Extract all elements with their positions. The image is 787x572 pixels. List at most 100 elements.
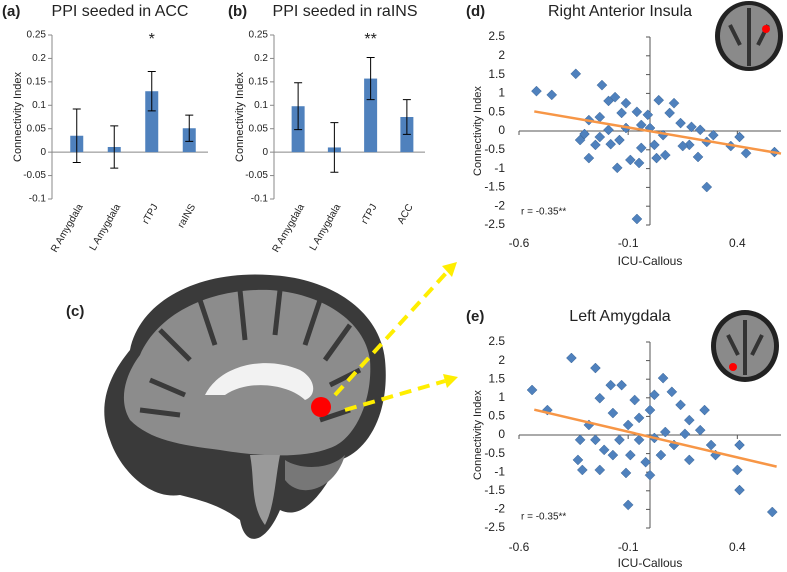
y-tick-label: 1.5 — [488, 371, 505, 385]
x-tick-label: -0.1 — [618, 540, 639, 554]
x-axis-label: ICU-Callous — [618, 254, 683, 268]
point — [734, 131, 745, 143]
x-tick-label: R Amygdala — [49, 202, 86, 255]
y-tick-label: 2.5 — [488, 29, 505, 43]
point — [683, 454, 695, 466]
point — [734, 439, 745, 451]
y-tick-label: 2 — [498, 353, 505, 367]
y-tick-label: 1 — [498, 390, 505, 404]
point — [649, 389, 660, 401]
point — [642, 109, 654, 121]
point — [653, 94, 665, 106]
bar — [145, 91, 159, 153]
point — [659, 426, 671, 438]
point — [596, 79, 608, 91]
point — [651, 152, 662, 164]
panel-label: (c) — [66, 303, 84, 320]
y-tick-label: 0 — [40, 147, 46, 158]
point — [644, 122, 656, 134]
point — [707, 129, 719, 141]
y-tick-label: -2 — [494, 198, 505, 212]
error-bar — [110, 125, 119, 169]
point — [574, 434, 586, 446]
point — [603, 124, 614, 136]
y-tick-label: 0.15 — [249, 76, 269, 87]
y-axis-label: Connectivity Index — [472, 390, 484, 480]
y-tick-label: -1 — [494, 161, 505, 175]
error-bar — [185, 114, 194, 142]
arrow — [344, 379, 446, 412]
point — [620, 467, 632, 479]
point — [683, 414, 695, 426]
point — [677, 140, 689, 152]
y-tick-label: 0.1 — [254, 100, 268, 111]
x-tick-label: rTPJ — [141, 202, 161, 226]
point — [686, 121, 697, 133]
point — [633, 157, 645, 169]
point — [734, 484, 745, 496]
point — [624, 154, 636, 166]
y-tick-label: 0 — [498, 123, 505, 137]
point — [607, 449, 619, 461]
point — [644, 469, 656, 481]
x-tick-label: -0.6 — [509, 236, 530, 250]
point — [620, 97, 632, 109]
point — [659, 149, 671, 161]
point — [675, 399, 686, 411]
trendline — [534, 110, 782, 155]
point — [598, 444, 610, 456]
error-bar — [402, 99, 411, 135]
point — [731, 464, 743, 476]
point — [694, 124, 706, 136]
arrows — [333, 270, 449, 412]
x-tick-label: 0.4 — [729, 540, 746, 554]
point — [622, 499, 634, 511]
point — [694, 424, 706, 436]
x-tick-label: 0.4 — [729, 236, 746, 250]
point — [649, 139, 660, 151]
brain-inset — [711, 310, 779, 382]
y-tick-label: -0.1 — [251, 194, 269, 205]
point — [546, 89, 558, 101]
point — [526, 384, 538, 396]
significance: ** — [364, 31, 376, 48]
point — [605, 379, 617, 391]
brainstem — [250, 455, 280, 525]
brain-inset — [715, 1, 783, 71]
x-tick-label: R Amygdala — [271, 202, 308, 255]
point — [614, 434, 625, 446]
chart-title: PPI seeded in raINS — [273, 3, 418, 20]
significance: * — [149, 31, 155, 48]
point — [594, 464, 606, 476]
y-tick-label: -1 — [494, 464, 505, 478]
x-tick-label: raINS — [176, 202, 198, 230]
point — [657, 372, 669, 384]
panel-label: (a) — [2, 3, 20, 20]
point — [594, 111, 606, 123]
annotation: r = -0.35** — [521, 512, 566, 523]
y-tick-label: 0 — [262, 147, 268, 158]
point — [640, 456, 651, 468]
y-tick-label: 0.5 — [488, 409, 505, 423]
y-tick-label: 0.25 — [27, 30, 47, 41]
point — [616, 379, 627, 391]
point — [683, 139, 695, 151]
point — [574, 134, 586, 146]
y-tick-label: 0.1 — [32, 100, 46, 111]
point — [622, 419, 634, 431]
error-bar — [366, 56, 375, 101]
y-tick-label: 2 — [498, 48, 505, 62]
panel-label: (b) — [228, 3, 247, 20]
roi-marker — [311, 397, 331, 417]
y-tick-label: -1.5 — [484, 180, 505, 194]
point — [655, 449, 667, 461]
chart-title: PPI seeded in ACC — [52, 3, 189, 20]
point — [590, 362, 601, 374]
error-bar — [72, 108, 81, 163]
point — [633, 434, 645, 446]
point — [594, 131, 606, 143]
x-tick-label: L Amygdala — [308, 202, 344, 253]
point — [531, 85, 542, 97]
point — [614, 134, 625, 146]
point — [699, 404, 710, 416]
